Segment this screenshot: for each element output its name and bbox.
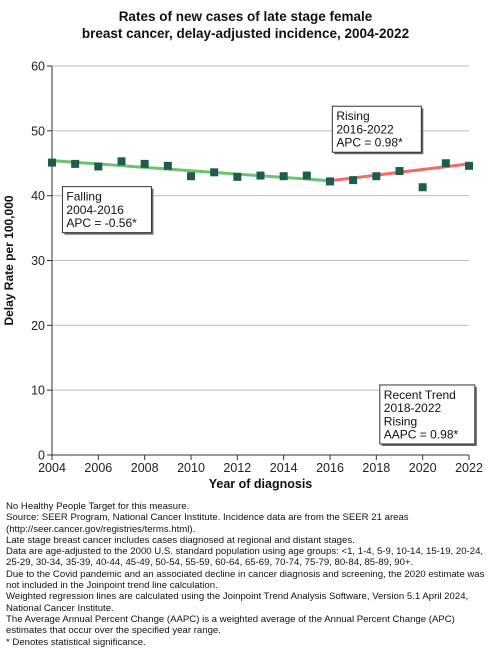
chart-title-line-1: Rates of new cases of late stage female	[118, 9, 373, 24]
x-tick-label: 2018	[362, 461, 390, 475]
y-tick-label: 0	[38, 449, 45, 463]
annotation-text: 2016-2022	[336, 122, 394, 136]
y-tick-label: 60	[31, 60, 45, 74]
x-tick-label: 2014	[270, 461, 298, 475]
footnote-7: The Average Annual Percent Change (AAPC)…	[6, 613, 455, 637]
annotation-text: APC = -0.56*	[66, 216, 137, 230]
data-point	[117, 157, 126, 166]
annotation-box	[331, 105, 422, 153]
footnote-3: Late stage breast cancer includes cases …	[6, 534, 355, 546]
footnotes: No Healthy People Target for this measur…	[6, 501, 486, 648]
data-point	[48, 158, 56, 167]
x-tick-label: 2006	[84, 461, 112, 475]
y-tick-label: 20	[31, 319, 45, 333]
annotation-text: 2004-2016	[66, 203, 124, 217]
x-tick-label: 2012	[223, 461, 251, 475]
chart-title-line-2: breast cancer, delay-adjusted incidence,…	[81, 26, 410, 41]
data-point	[349, 176, 358, 185]
y-tick-label: 30	[31, 254, 45, 268]
data-point	[302, 171, 311, 180]
x-tick-label: 2022	[455, 461, 483, 475]
footnote-1: No Healthy People Target for this measur…	[6, 501, 190, 512]
annotation-text: Rising	[384, 414, 417, 428]
data-point	[187, 172, 195, 181]
x-tick-label: 2016	[316, 461, 344, 475]
data-point	[233, 172, 242, 181]
data-point	[326, 177, 334, 186]
y-axis-label: Delay Rate per 100,000	[2, 195, 16, 325]
y-tick-label: 40	[31, 189, 45, 203]
chart-plot: 0 10 20 30 40 50 60 2004 2006 2008 2010 2012 2014 201…	[2, 60, 483, 492]
annotation-text: APC = 0.98*	[336, 136, 403, 150]
annotation-text: Falling	[66, 190, 101, 204]
footnote-8: * Denotes statistical significance.	[6, 636, 146, 648]
annotation-text: Rising	[336, 109, 369, 123]
annotation-text: AAPC = 0.98*	[384, 428, 459, 442]
data-point	[441, 159, 450, 168]
x-axis-label: Year of diagnosis	[209, 477, 313, 491]
data-point	[94, 162, 103, 171]
annotation-box	[61, 186, 152, 234]
data-point	[140, 159, 149, 168]
annotation-box	[379, 384, 476, 445]
x-tick-label: 2020	[409, 461, 437, 475]
data-point	[210, 168, 219, 177]
x-tick-label: 2004	[38, 461, 66, 475]
y-tick-label: 10	[31, 384, 45, 398]
data-point	[279, 172, 288, 181]
x-tick-label: 2010	[177, 461, 205, 475]
footnote-5: Due to the Covid pandemic and an associa…	[6, 568, 485, 592]
footnote-4: Data are age-adjusted to the 2000 U.S. s…	[6, 546, 484, 569]
data-point	[418, 183, 427, 192]
annotation-text: Recent Trend	[384, 388, 456, 402]
data-point	[256, 171, 265, 180]
y-tick-label: 50	[31, 124, 45, 138]
annotation-text: 2018-2022	[384, 401, 442, 415]
data-point	[372, 172, 381, 181]
chart-title: Rates of new cases of late stage female …	[0, 8, 491, 42]
data-point	[71, 159, 80, 168]
x-tick-label: 2008	[131, 461, 159, 475]
footnote-6: Weighted regression lines are calculated…	[6, 591, 469, 614]
data-point	[465, 161, 473, 170]
footnote-2: Source: SEER Program, National Cancer In…	[6, 512, 409, 535]
data-point	[395, 167, 404, 176]
data-point	[163, 161, 172, 170]
